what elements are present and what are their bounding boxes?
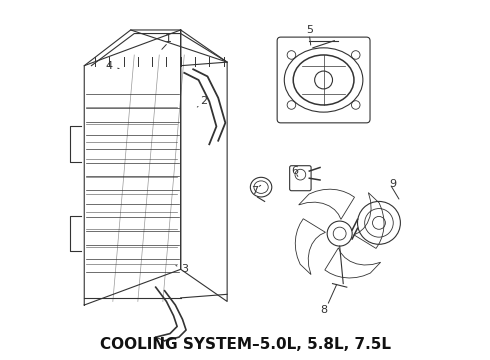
Text: 5: 5 — [306, 25, 313, 35]
Text: 2: 2 — [200, 96, 207, 107]
Text: 4: 4 — [106, 61, 113, 71]
Text: 9: 9 — [390, 179, 397, 189]
Text: 1: 1 — [165, 34, 172, 44]
Text: 6: 6 — [292, 166, 298, 176]
Text: 3: 3 — [181, 264, 188, 274]
Text: COOLING SYSTEM–5.0L, 5.8L, 7.5L: COOLING SYSTEM–5.0L, 5.8L, 7.5L — [99, 337, 391, 352]
Text: 7: 7 — [251, 186, 259, 197]
Text: 8: 8 — [320, 305, 327, 315]
